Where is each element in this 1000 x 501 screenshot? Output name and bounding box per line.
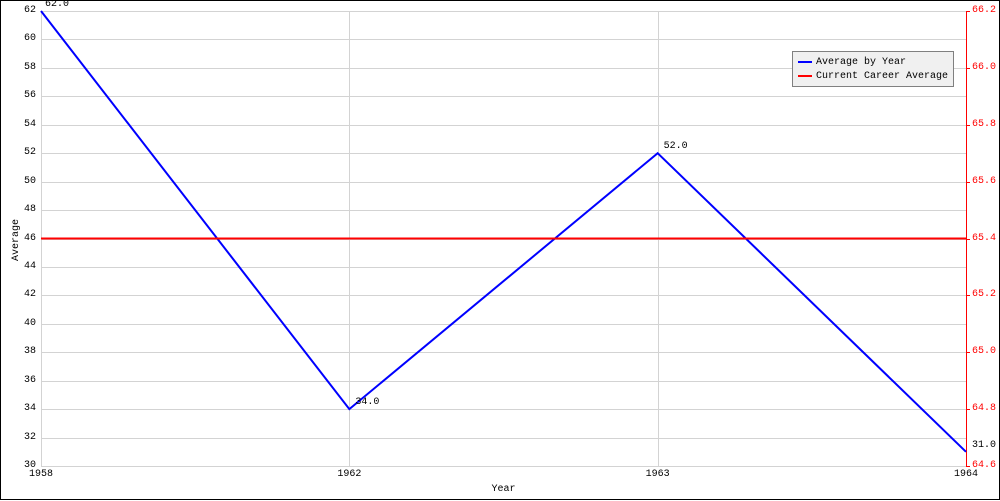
legend-label: Average by Year [816, 57, 906, 68]
data-point-label: 52.0 [664, 141, 688, 152]
legend-item: Average by Year [798, 55, 948, 69]
legend-swatch [798, 61, 812, 63]
legend: Average by Year Current Career Average [792, 51, 954, 87]
legend-swatch [798, 75, 812, 77]
data-point-label: 62.0 [45, 0, 69, 10]
legend-item: Current Career Average [798, 69, 948, 83]
legend-label: Current Career Average [816, 71, 948, 82]
data-point-label: 34.0 [355, 397, 379, 408]
chart-container: Average by Year Current Career Average Av… [0, 0, 1000, 500]
data-point-label: 31.0 [972, 440, 996, 451]
